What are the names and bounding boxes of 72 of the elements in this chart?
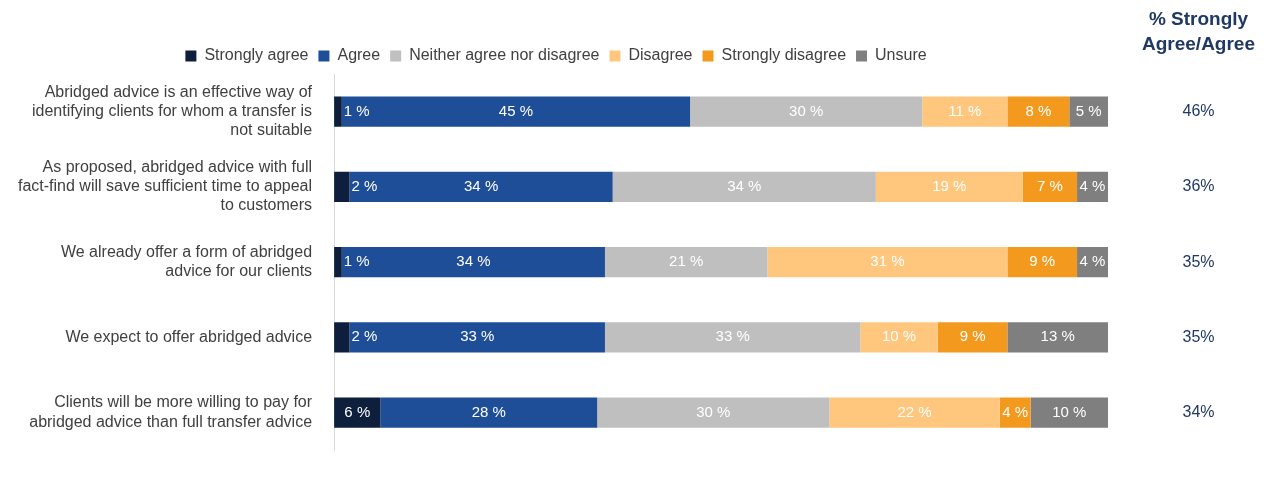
- data-label: 30 %: [789, 101, 824, 119]
- bar: [829, 397, 1000, 428]
- bar: [1022, 171, 1078, 202]
- text: 46%: [1182, 102, 1215, 120]
- text: 35%: [1182, 327, 1215, 345]
- data-label: 8 %: [1025, 101, 1052, 119]
- text: 35%: [1182, 252, 1215, 270]
- y-tick-label: As proposed, abridged advice with full fact-find will save sufficient time to appeal to customers: [17, 158, 313, 214]
- data-label: 10 %: [1052, 402, 1087, 420]
- bar: [334, 96, 342, 127]
- legend-label: Strongly agree: [204, 46, 309, 64]
- y-tick-label: Clients will be more willing to pay for abridged advice than full transfer advice: [29, 393, 313, 430]
- data-label: 33 %: [715, 327, 750, 345]
- data-label: 2 %: [351, 177, 378, 194]
- legend-label: Agree: [337, 46, 381, 64]
- bar: [604, 247, 768, 278]
- data-label: 9 %: [959, 327, 986, 345]
- data-label: 34 %: [464, 177, 499, 194]
- bar: [690, 96, 923, 127]
- bar: [937, 322, 1008, 353]
- data-label: 7 %: [1037, 177, 1063, 194]
- data-label: 2 %: [351, 327, 378, 345]
- bar: [349, 322, 605, 353]
- data-label: 9 %: [1029, 252, 1056, 270]
- bar: [860, 322, 938, 353]
- y-tick-label: Abridged advice is an effective way of identifying clients for whom a transfer is not suitable: [31, 82, 313, 139]
- text: % Strongly Agree/Agree: [1142, 8, 1255, 55]
- bar: [597, 397, 830, 428]
- data-label: 45 %: [498, 101, 534, 119]
- legend-label: Neither agree nor disagree: [409, 46, 600, 64]
- data-label: 34 %: [456, 252, 491, 270]
- data-label: 33 %: [460, 327, 495, 345]
- data-label: 4 %: [1002, 402, 1029, 420]
- data-label: 6 %: [344, 402, 371, 420]
- data-label: 31 %: [870, 252, 905, 270]
- bar: [1030, 397, 1108, 428]
- data-label: 1 %: [343, 101, 370, 119]
- bar: [349, 171, 613, 202]
- data-label: 22 %: [897, 402, 932, 420]
- data-label: 4 %: [1079, 252, 1106, 270]
- legend-label: Unsure: [875, 46, 927, 64]
- text: 34%: [1182, 402, 1215, 420]
- data-label: 34 %: [727, 177, 762, 194]
- data-label: 4 %: [1079, 177, 1106, 194]
- legend-label: Strongly disagree: [721, 46, 847, 64]
- bar: [334, 171, 350, 202]
- data-label: 13 %: [1040, 327, 1075, 345]
- data-label: 1 %: [343, 252, 370, 270]
- data-label: 11 %: [948, 101, 982, 119]
- bar: [875, 171, 1023, 202]
- bar: [334, 247, 342, 278]
- y-tick-label: We already offer a form of abridged advice for our clients: [60, 242, 313, 280]
- y-tick-label: We expect to offer abridged advice: [65, 327, 313, 345]
- data-label: 19 %: [932, 177, 967, 194]
- data-label: 5 %: [1075, 101, 1102, 119]
- bar: [1007, 247, 1078, 278]
- data-label: 30 %: [696, 402, 731, 420]
- bar: [612, 171, 876, 202]
- text: 36%: [1182, 177, 1215, 195]
- bar: [341, 96, 691, 127]
- data-label: 21 %: [669, 252, 704, 270]
- data-label: 10 %: [881, 327, 917, 345]
- bar: [1007, 96, 1070, 127]
- bar: [604, 322, 861, 353]
- legend-label: Disagree: [628, 46, 693, 64]
- bar: [767, 247, 1008, 278]
- bar: [380, 397, 598, 428]
- bar: [341, 247, 605, 278]
- data-label: 28 %: [471, 402, 506, 420]
- bar: [922, 96, 1008, 127]
- bar: [1007, 322, 1108, 353]
- bar: [334, 322, 350, 353]
